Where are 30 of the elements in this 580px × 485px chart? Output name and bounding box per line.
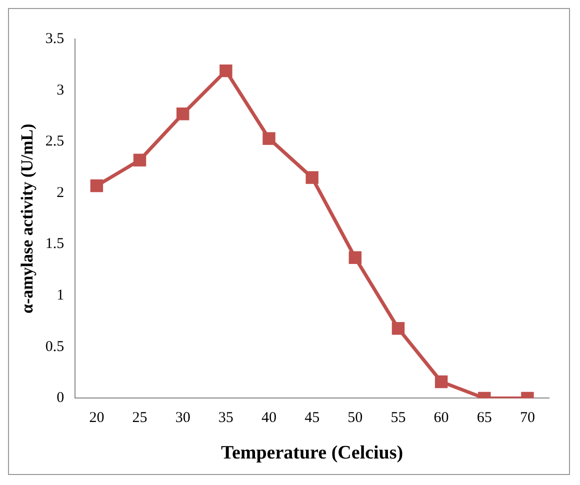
- point: [434, 375, 448, 388]
- x-tick-label: 65: [476, 410, 492, 426]
- x-tick-label: 35: [218, 410, 234, 426]
- point: [262, 132, 276, 145]
- y-tick-label: 3: [56, 82, 64, 98]
- y-tick-label: 1: [56, 288, 64, 304]
- x-tick-label: 70: [520, 410, 535, 426]
- point: [348, 251, 362, 264]
- x-tick-label: 30: [175, 410, 190, 426]
- y-tick-label: 2.5: [45, 134, 64, 150]
- y-tick-label: 2: [56, 184, 64, 201]
- point: [220, 64, 232, 78]
- point: [133, 154, 146, 166]
- x-axis-title: Temperature (Celcius): [221, 442, 404, 464]
- point: [176, 108, 190, 120]
- x-tick-label: 50: [348, 410, 363, 426]
- y-axis-title: α-amylase activity (U/mL): [18, 124, 37, 314]
- x-tick-label: 20: [89, 410, 104, 426]
- x-tick-label: 40: [262, 410, 276, 426]
- y-tick-label: 1.5: [45, 236, 64, 252]
- x-tick-label: 45: [304, 410, 320, 426]
- point: [90, 179, 104, 192]
- point: [306, 171, 318, 184]
- y-tick-label: 0: [56, 390, 64, 406]
- x-tick-label: 25: [132, 410, 148, 426]
- x-tick-label: 60: [434, 410, 449, 426]
- y-tick-label: 3.5: [45, 30, 64, 47]
- point: [392, 322, 405, 335]
- y-tick-label: 0.5: [45, 338, 64, 355]
- x-tick-label: 55: [390, 410, 406, 426]
